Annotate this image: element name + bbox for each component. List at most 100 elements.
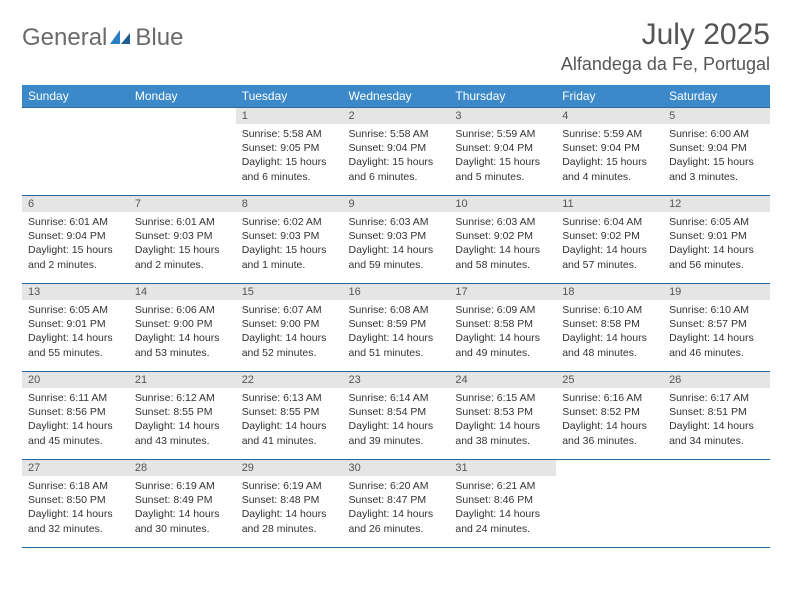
calendar-cell: 25Sunrise: 6:16 AMSunset: 8:52 PMDayligh… (556, 372, 663, 460)
calendar-cell: 11Sunrise: 6:04 AMSunset: 9:02 PMDayligh… (556, 196, 663, 284)
day-number: 13 (22, 284, 129, 300)
day-number: 4 (556, 108, 663, 124)
day-body: Sunrise: 6:13 AMSunset: 8:55 PMDaylight:… (236, 388, 343, 452)
calendar-cell (556, 460, 663, 548)
day-body: Sunrise: 6:08 AMSunset: 8:59 PMDaylight:… (343, 300, 450, 364)
calendar-cell: 28Sunrise: 6:19 AMSunset: 8:49 PMDayligh… (129, 460, 236, 548)
day-number: 16 (343, 284, 450, 300)
calendar-cell: 14Sunrise: 6:06 AMSunset: 9:00 PMDayligh… (129, 284, 236, 372)
day-body: Sunrise: 6:02 AMSunset: 9:03 PMDaylight:… (236, 212, 343, 276)
day-body: Sunrise: 5:58 AMSunset: 9:04 PMDaylight:… (343, 124, 450, 188)
day-number: 12 (663, 196, 770, 212)
calendar-cell: 21Sunrise: 6:12 AMSunset: 8:55 PMDayligh… (129, 372, 236, 460)
calendar-cell: 29Sunrise: 6:19 AMSunset: 8:48 PMDayligh… (236, 460, 343, 548)
calendar-cell: 1Sunrise: 5:58 AMSunset: 9:05 PMDaylight… (236, 108, 343, 196)
calendar-cell: 26Sunrise: 6:17 AMSunset: 8:51 PMDayligh… (663, 372, 770, 460)
day-body: Sunrise: 6:09 AMSunset: 8:58 PMDaylight:… (449, 300, 556, 364)
day-body: Sunrise: 6:14 AMSunset: 8:54 PMDaylight:… (343, 388, 450, 452)
day-body: Sunrise: 6:01 AMSunset: 9:03 PMDaylight:… (129, 212, 236, 276)
weekday-header: Saturday (663, 85, 770, 108)
logo-text-gray: General (22, 24, 107, 52)
day-body: Sunrise: 5:59 AMSunset: 9:04 PMDaylight:… (556, 124, 663, 188)
month-title: July 2025 (561, 18, 770, 52)
day-body: Sunrise: 6:17 AMSunset: 8:51 PMDaylight:… (663, 388, 770, 452)
calendar-cell: 8Sunrise: 6:02 AMSunset: 9:03 PMDaylight… (236, 196, 343, 284)
day-body: Sunrise: 6:10 AMSunset: 8:57 PMDaylight:… (663, 300, 770, 364)
day-number: 19 (663, 284, 770, 300)
day-number: 1 (236, 108, 343, 124)
weekday-header: Tuesday (236, 85, 343, 108)
day-body: Sunrise: 6:03 AMSunset: 9:03 PMDaylight:… (343, 212, 450, 276)
day-number: 26 (663, 372, 770, 388)
calendar-cell: 9Sunrise: 6:03 AMSunset: 9:03 PMDaylight… (343, 196, 450, 284)
day-number: 30 (343, 460, 450, 476)
day-number: 3 (449, 108, 556, 124)
calendar-cell: 3Sunrise: 5:59 AMSunset: 9:04 PMDaylight… (449, 108, 556, 196)
calendar-cell: 27Sunrise: 6:18 AMSunset: 8:50 PMDayligh… (22, 460, 129, 548)
day-number: 20 (22, 372, 129, 388)
day-number: 10 (449, 196, 556, 212)
day-body: Sunrise: 6:00 AMSunset: 9:04 PMDaylight:… (663, 124, 770, 188)
day-number: 31 (449, 460, 556, 476)
calendar-cell: 15Sunrise: 6:07 AMSunset: 9:00 PMDayligh… (236, 284, 343, 372)
calendar-cell: 30Sunrise: 6:20 AMSunset: 8:47 PMDayligh… (343, 460, 450, 548)
day-number: 21 (129, 372, 236, 388)
calendar-cell: 12Sunrise: 6:05 AMSunset: 9:01 PMDayligh… (663, 196, 770, 284)
calendar-cell: 2Sunrise: 5:58 AMSunset: 9:04 PMDaylight… (343, 108, 450, 196)
calendar-cell: 10Sunrise: 6:03 AMSunset: 9:02 PMDayligh… (449, 196, 556, 284)
weekday-header: Wednesday (343, 85, 450, 108)
day-body: Sunrise: 6:20 AMSunset: 8:47 PMDaylight:… (343, 476, 450, 540)
calendar-cell: 5Sunrise: 6:00 AMSunset: 9:04 PMDaylight… (663, 108, 770, 196)
day-number: 7 (129, 196, 236, 212)
logo-text-blue: Blue (135, 24, 183, 52)
day-number: 29 (236, 460, 343, 476)
weekday-header: Friday (556, 85, 663, 108)
logo: General Blue (22, 24, 183, 52)
day-body: Sunrise: 6:05 AMSunset: 9:01 PMDaylight:… (663, 212, 770, 276)
day-number: 5 (663, 108, 770, 124)
day-body: Sunrise: 6:11 AMSunset: 8:56 PMDaylight:… (22, 388, 129, 452)
weekday-header: Thursday (449, 85, 556, 108)
day-body: Sunrise: 6:07 AMSunset: 9:00 PMDaylight:… (236, 300, 343, 364)
day-body: Sunrise: 6:19 AMSunset: 8:48 PMDaylight:… (236, 476, 343, 540)
calendar-cell: 7Sunrise: 6:01 AMSunset: 9:03 PMDaylight… (129, 196, 236, 284)
day-body: Sunrise: 6:04 AMSunset: 9:02 PMDaylight:… (556, 212, 663, 276)
day-body: Sunrise: 5:58 AMSunset: 9:05 PMDaylight:… (236, 124, 343, 188)
day-number: 8 (236, 196, 343, 212)
location: Alfandega da Fe, Portugal (561, 54, 770, 75)
calendar-cell: 23Sunrise: 6:14 AMSunset: 8:54 PMDayligh… (343, 372, 450, 460)
day-number: 2 (343, 108, 450, 124)
calendar-cell: 31Sunrise: 6:21 AMSunset: 8:46 PMDayligh… (449, 460, 556, 548)
calendar-cell: 19Sunrise: 6:10 AMSunset: 8:57 PMDayligh… (663, 284, 770, 372)
day-number: 23 (343, 372, 450, 388)
day-body: Sunrise: 6:06 AMSunset: 9:00 PMDaylight:… (129, 300, 236, 364)
day-body: Sunrise: 6:18 AMSunset: 8:50 PMDaylight:… (22, 476, 129, 540)
calendar-cell (22, 108, 129, 196)
day-body: Sunrise: 6:10 AMSunset: 8:58 PMDaylight:… (556, 300, 663, 364)
calendar-cell: 18Sunrise: 6:10 AMSunset: 8:58 PMDayligh… (556, 284, 663, 372)
calendar-cell: 13Sunrise: 6:05 AMSunset: 9:01 PMDayligh… (22, 284, 129, 372)
day-number: 27 (22, 460, 129, 476)
day-body: Sunrise: 6:16 AMSunset: 8:52 PMDaylight:… (556, 388, 663, 452)
calendar-cell: 17Sunrise: 6:09 AMSunset: 8:58 PMDayligh… (449, 284, 556, 372)
day-number: 6 (22, 196, 129, 212)
day-body: Sunrise: 6:19 AMSunset: 8:49 PMDaylight:… (129, 476, 236, 540)
calendar-cell: 22Sunrise: 6:13 AMSunset: 8:55 PMDayligh… (236, 372, 343, 460)
day-body: Sunrise: 6:21 AMSunset: 8:46 PMDaylight:… (449, 476, 556, 540)
day-number: 17 (449, 284, 556, 300)
day-body: Sunrise: 6:03 AMSunset: 9:02 PMDaylight:… (449, 212, 556, 276)
day-number: 14 (129, 284, 236, 300)
day-body: Sunrise: 6:05 AMSunset: 9:01 PMDaylight:… (22, 300, 129, 364)
calendar-table: SundayMondayTuesdayWednesdayThursdayFrid… (22, 85, 770, 548)
calendar-cell (129, 108, 236, 196)
weekday-header: Monday (129, 85, 236, 108)
calendar-cell: 20Sunrise: 6:11 AMSunset: 8:56 PMDayligh… (22, 372, 129, 460)
day-number: 15 (236, 284, 343, 300)
day-number: 9 (343, 196, 450, 212)
calendar-cell: 16Sunrise: 6:08 AMSunset: 8:59 PMDayligh… (343, 284, 450, 372)
day-number: 24 (449, 372, 556, 388)
day-body: Sunrise: 6:12 AMSunset: 8:55 PMDaylight:… (129, 388, 236, 452)
day-number: 11 (556, 196, 663, 212)
day-number: 22 (236, 372, 343, 388)
day-number: 18 (556, 284, 663, 300)
